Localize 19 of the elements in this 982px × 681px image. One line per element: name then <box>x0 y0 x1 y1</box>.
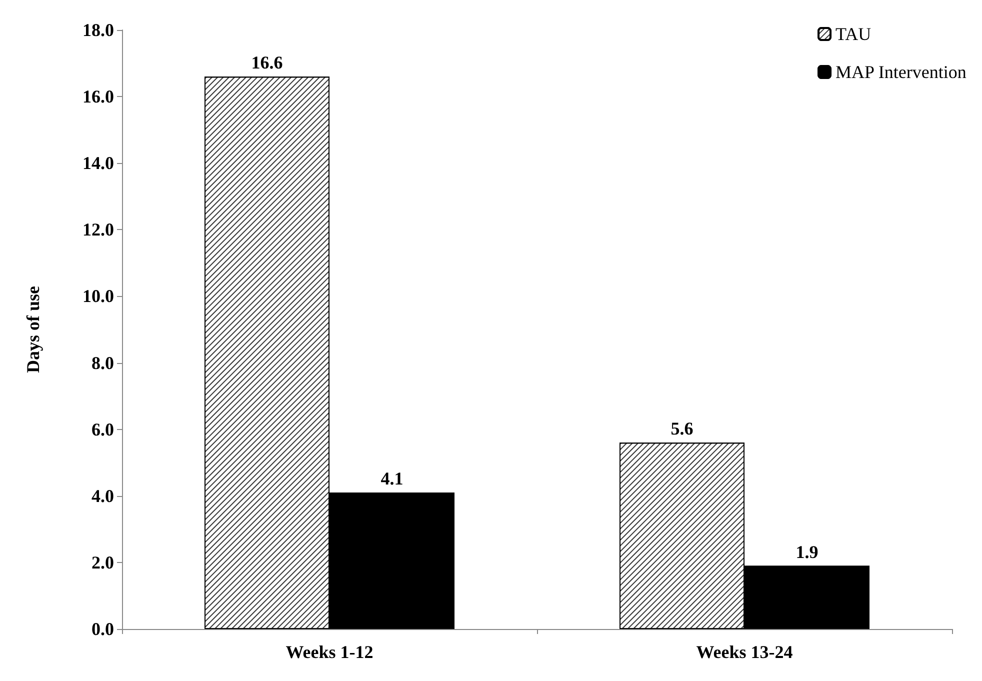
y-tick-label: 12.0 <box>82 220 114 240</box>
y-tick-label: 14.0 <box>82 153 114 174</box>
y-axis-title: Days of use <box>23 286 43 374</box>
y-tick-label: 16.0 <box>82 86 114 107</box>
y-tick-label: 18.0 <box>82 20 114 40</box>
legend-label: TAU <box>836 24 872 44</box>
y-tick-label: 8.0 <box>92 352 114 373</box>
y-tick-label: 10.0 <box>82 286 114 306</box>
legend-label: MAP Intervention <box>836 62 966 82</box>
x-tick-label: Weeks 1-12 <box>286 642 374 662</box>
y-tick-label: 2.0 <box>92 552 114 572</box>
data-label: 5.6 <box>670 418 694 439</box>
data-label: 4.1 <box>380 468 404 489</box>
data-label: 1.9 <box>796 542 818 562</box>
y-tick-label: 4.0 <box>92 486 114 506</box>
data-label: 16.6 <box>251 52 283 73</box>
x-tick-label: Weeks 13-24 <box>696 642 793 662</box>
y-tick-label: 6.0 <box>92 419 114 440</box>
y-tick-label: 0.0 <box>92 619 114 639</box>
